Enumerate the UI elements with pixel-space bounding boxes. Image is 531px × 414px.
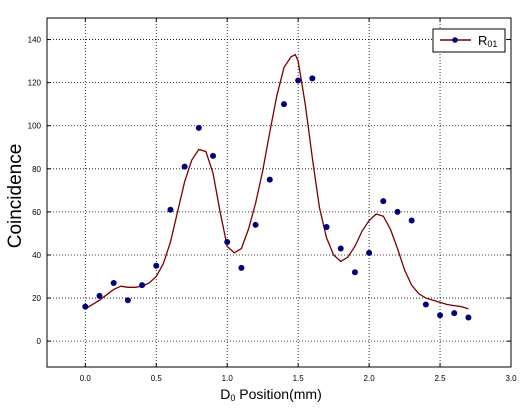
data-point [110,279,117,286]
series-fit-line [84,53,469,310]
x-axis-ticks: 0.0 0.5 1.0 1.5 2.0 2.5 3.0 [80,18,517,383]
data-point [195,124,202,131]
y-tick-label: 100 [28,122,42,131]
data-point [465,314,472,321]
y-tick-label: 140 [28,36,42,45]
x-axis-label-sub: 0 [230,393,235,403]
data-point [394,208,401,215]
y-tick-label: 60 [32,208,41,217]
data-point [96,292,103,299]
legend-label: R01 [478,33,497,49]
y-tick-label: 20 [32,294,41,303]
data-point [309,75,316,82]
data-point [380,198,387,205]
data-point [181,163,188,170]
y-tick-label: 80 [32,165,41,174]
data-point [153,262,160,269]
legend-label-sub: 01 [487,39,497,49]
legend-label-main: R [478,33,487,48]
data-point [210,152,217,159]
y-tick-label: 0 [37,337,42,346]
data-point [408,217,415,224]
x-tick-label: 0.5 [151,374,163,383]
data-point [280,101,287,108]
x-axis-label-rest: Position(mm) [235,386,321,402]
data-point [167,206,174,213]
data-point [366,249,373,256]
data-point [82,303,89,310]
y-tick-label: 40 [32,251,41,260]
x-tick-label: 2.0 [364,374,376,383]
data-points [82,75,472,321]
data-point [323,223,330,230]
data-point [295,77,302,84]
x-axis-label-main: D [220,386,230,402]
data-point [337,245,344,252]
legend: R01 [432,28,506,53]
data-point [437,312,444,319]
data-point [252,221,259,228]
x-axis-label: D0 Position(mm) [220,386,322,403]
grid [47,18,511,367]
x-tick-label: 1.5 [293,374,305,383]
y-axis-ticks: 0 20 40 60 80 100 120 140 [28,36,511,346]
data-point [351,269,358,276]
data-point [451,310,458,317]
y-tick-label: 120 [28,79,42,88]
x-tick-label: 1.0 [222,374,234,383]
data-point [224,239,231,246]
data-point [124,297,131,304]
data-point [139,282,146,289]
x-tick-label: 0.0 [80,374,92,383]
x-tick-label: 3.0 [505,374,517,383]
data-point [238,264,245,271]
legend-marker-swatch [452,37,458,43]
x-tick-label: 2.5 [434,374,446,383]
plot-area [46,17,512,368]
data-point [422,301,429,308]
y-axis-label: Coincidence [5,144,26,249]
data-point [266,176,273,183]
